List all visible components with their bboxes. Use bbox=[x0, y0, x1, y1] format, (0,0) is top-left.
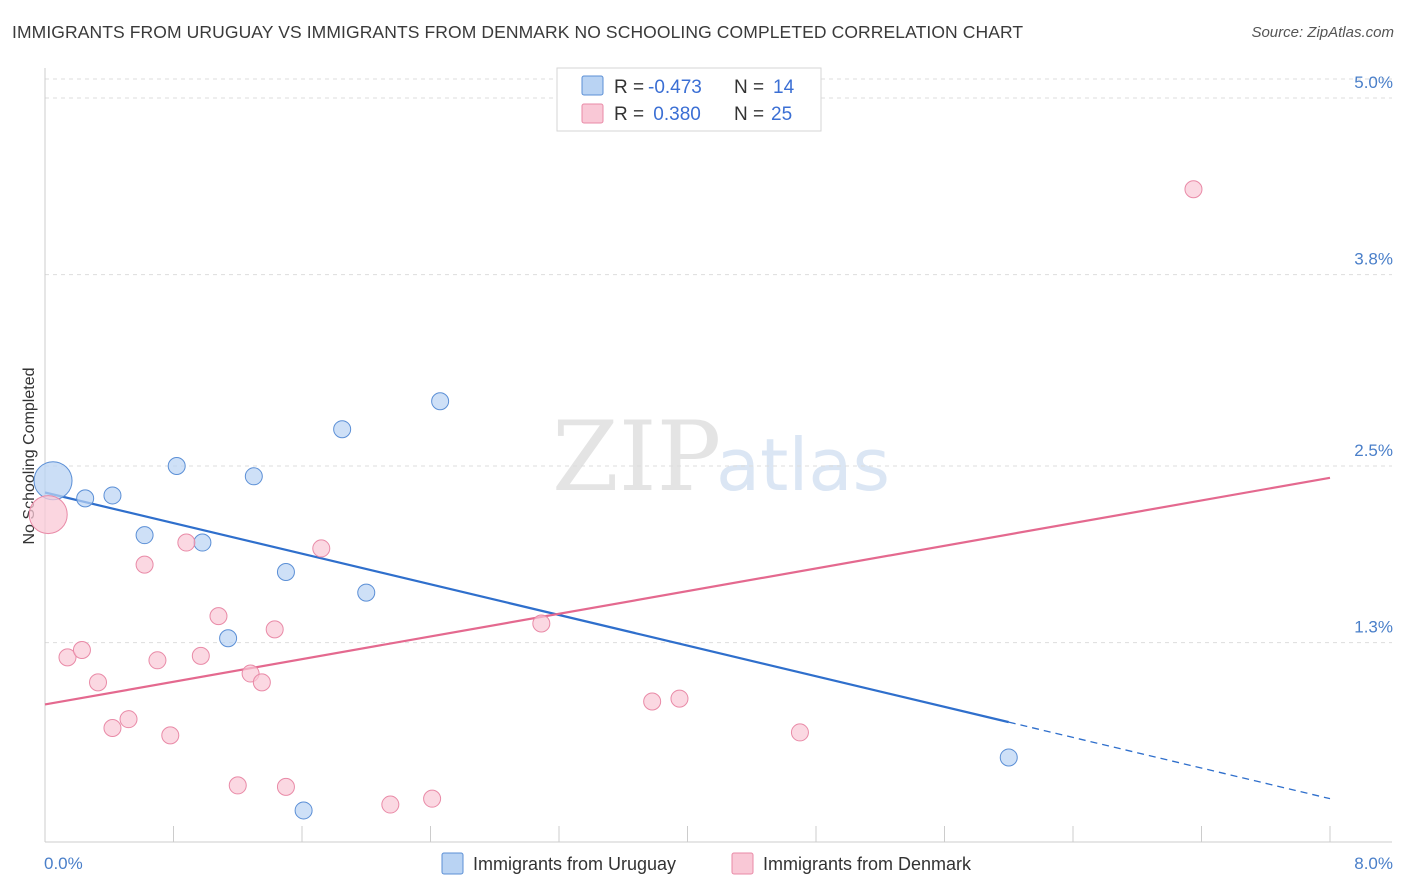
point-denmark-20 bbox=[532, 614, 551, 633]
series-legend-swatch-uruguay bbox=[441, 852, 464, 875]
point-uruguay-0 bbox=[33, 461, 73, 501]
point-uruguay-10 bbox=[333, 420, 352, 439]
point-denmark-17 bbox=[312, 539, 331, 558]
point-uruguay-9 bbox=[294, 801, 313, 820]
legend-n-label-uruguay: N = bbox=[734, 77, 764, 98]
watermark-atlas: atlas bbox=[716, 423, 890, 507]
legend-r-value-denmark: 0.380 bbox=[648, 104, 701, 125]
point-denmark-12 bbox=[228, 776, 247, 795]
trend-line-uruguay bbox=[44, 491, 1010, 724]
point-denmark-5 bbox=[119, 710, 138, 729]
legend-swatch-denmark bbox=[581, 103, 604, 124]
point-uruguay-13 bbox=[999, 748, 1018, 767]
point-uruguay-2 bbox=[103, 486, 122, 505]
x-tick-labels: 0.0% 8.0% bbox=[44, 854, 1393, 873]
y-tick-label-1: 2.5% bbox=[1354, 441, 1393, 460]
watermark: ZIP atlas bbox=[552, 401, 890, 513]
data-points bbox=[28, 180, 1203, 820]
legend-r-label-uruguay: R = bbox=[614, 77, 644, 98]
y-tick-label-2: 3.8% bbox=[1354, 250, 1393, 269]
point-denmark-11 bbox=[209, 607, 228, 626]
point-denmark-1 bbox=[58, 648, 77, 667]
series-legend: Immigrants from Uruguay Immigrants from … bbox=[441, 852, 972, 875]
chart-source: Source: ZipAtlas.com bbox=[1251, 24, 1394, 41]
legend-n-value-uruguay: 14 bbox=[773, 77, 795, 98]
point-denmark-10 bbox=[191, 646, 210, 665]
y-axis-label: No Schooling Completed bbox=[21, 368, 38, 545]
chart-title: IMMIGRANTS FROM URUGUAY VS IMMIGRANTS FR… bbox=[12, 22, 1024, 42]
point-uruguay-12 bbox=[431, 392, 450, 411]
point-uruguay-11 bbox=[357, 583, 376, 602]
series-legend-label-denmark: Immigrants from Denmark bbox=[763, 854, 972, 874]
point-denmark-15 bbox=[276, 777, 295, 796]
point-uruguay-4 bbox=[167, 457, 186, 475]
correlation-legend: R = -0.473 N = 14 R = 0.380 N = 25 bbox=[556, 67, 822, 132]
point-uruguay-7 bbox=[244, 467, 263, 486]
x-tick-label-min: 0.0% bbox=[44, 854, 83, 873]
point-denmark-22 bbox=[670, 689, 689, 708]
point-denmark-16 bbox=[265, 620, 284, 639]
point-denmark-3 bbox=[89, 673, 108, 692]
legend-swatch-uruguay bbox=[581, 75, 604, 96]
point-denmark-24 bbox=[1184, 180, 1203, 199]
legend-r-label-denmark: R = bbox=[614, 104, 644, 125]
point-uruguay-8 bbox=[276, 562, 295, 581]
gridlines bbox=[45, 78, 1392, 644]
point-denmark-19 bbox=[423, 789, 442, 808]
axes bbox=[44, 68, 1392, 843]
point-denmark-0 bbox=[28, 495, 68, 535]
point-denmark-6 bbox=[135, 555, 154, 574]
y-tick-label-0: 1.3% bbox=[1354, 618, 1393, 637]
trend-line-denmark bbox=[44, 476, 1331, 706]
point-denmark-2 bbox=[72, 641, 91, 659]
point-denmark-21 bbox=[643, 692, 662, 711]
legend-n-label-denmark: N = bbox=[734, 104, 764, 125]
series-legend-label-uruguay: Immigrants from Uruguay bbox=[473, 854, 676, 874]
watermark-zip: ZIP bbox=[552, 401, 721, 513]
point-denmark-9 bbox=[177, 533, 196, 552]
point-uruguay-1 bbox=[76, 489, 95, 508]
y-tick-labels: 1.3% 2.5% 3.8% 5.0% bbox=[1354, 73, 1393, 637]
point-denmark-8 bbox=[161, 726, 180, 745]
point-uruguay-5 bbox=[193, 533, 212, 552]
point-denmark-4 bbox=[103, 719, 122, 738]
point-denmark-7 bbox=[148, 651, 167, 670]
x-tick-label-max: 8.0% bbox=[1354, 854, 1393, 873]
trend-lines bbox=[44, 476, 1331, 800]
legend-n-value-denmark: 25 bbox=[771, 104, 792, 125]
point-uruguay-6 bbox=[219, 629, 238, 648]
legend-r-value-uruguay: -0.473 bbox=[648, 77, 702, 98]
series-legend-swatch-denmark bbox=[731, 852, 754, 875]
point-denmark-18 bbox=[381, 795, 400, 814]
trend-line-extension-uruguay bbox=[1008, 721, 1331, 800]
point-denmark-23 bbox=[790, 723, 809, 742]
point-denmark-14 bbox=[252, 673, 271, 692]
point-uruguay-3 bbox=[135, 526, 154, 545]
y-tick-label-3: 5.0% bbox=[1354, 73, 1393, 92]
